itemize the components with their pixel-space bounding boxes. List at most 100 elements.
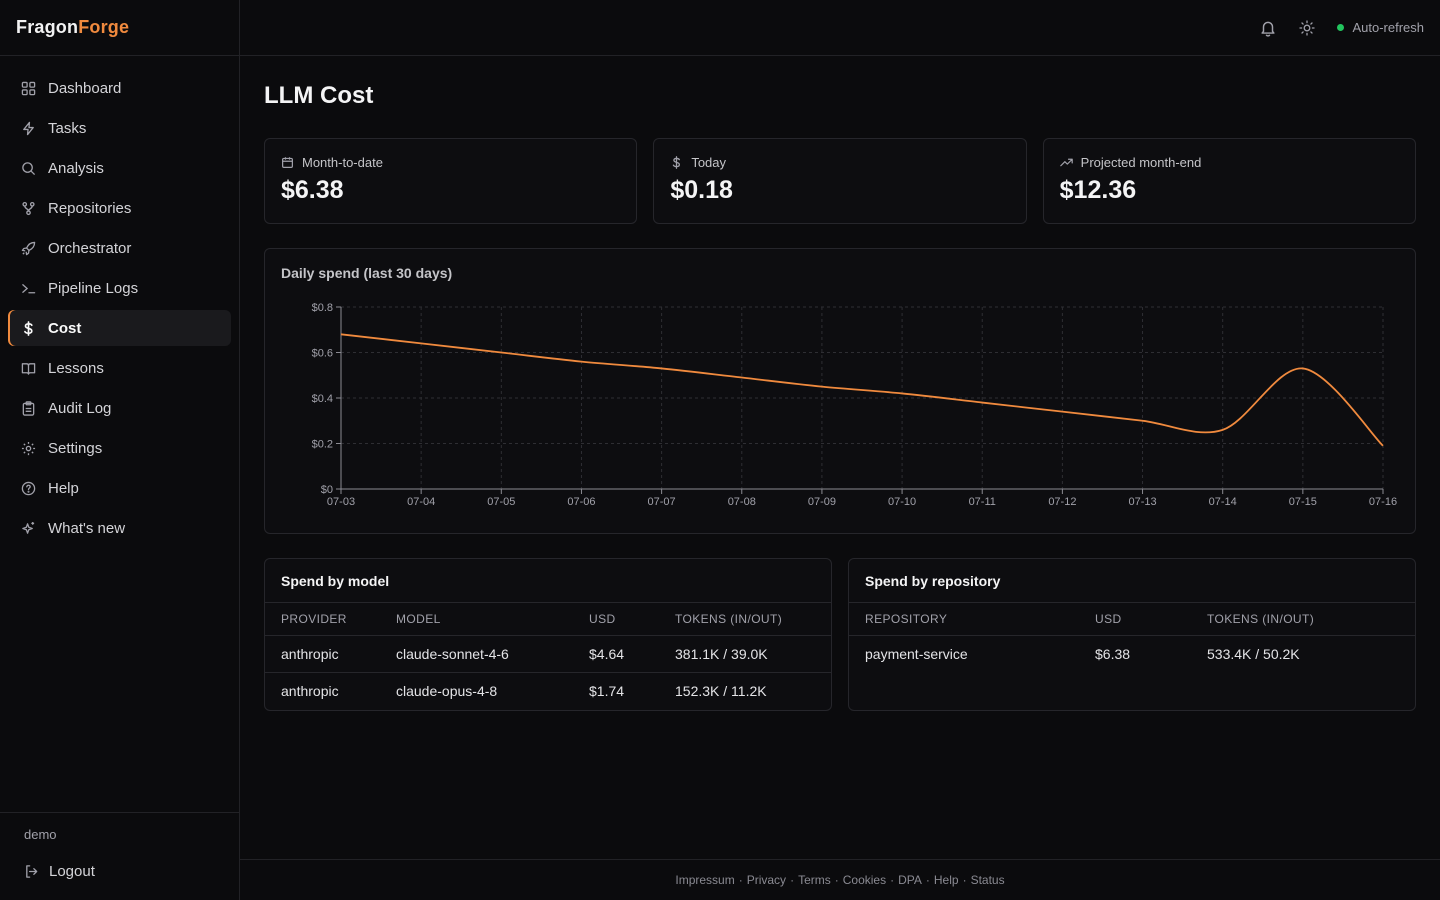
sidebar-item-audit-log[interactable]: Audit Log <box>8 390 231 426</box>
footer-link-privacy[interactable]: Privacy <box>746 873 787 887</box>
help-circle-icon <box>20 480 36 496</box>
card-title: Spend by repository <box>849 559 1415 603</box>
sidebar-nav: Dashboard Tasks Analysis Repositories Or… <box>0 56 239 812</box>
brand-name-part1: Fragon <box>16 17 79 37</box>
x-tick-label: 07-08 <box>728 496 756 508</box>
dollar-icon <box>20 320 36 336</box>
sidebar-item-orchestrator[interactable]: Orchestrator <box>8 230 231 266</box>
sidebar-item-help[interactable]: Help <box>8 470 231 506</box>
stat-value: $6.38 <box>281 176 344 204</box>
git-branch-icon <box>20 200 36 216</box>
sidebar-item-label: Pipeline Logs <box>48 279 139 297</box>
auto-refresh-toggle[interactable]: Auto-refresh <box>1337 20 1424 35</box>
table-cell: claude-sonnet-4-6 <box>396 635 589 673</box>
y-tick-label: $0 <box>321 484 333 496</box>
sidebar-item-analysis[interactable]: Analysis <box>8 150 231 186</box>
x-tick-label: 07-10 <box>888 496 916 508</box>
column-header: USD <box>589 603 675 636</box>
table-row: payment-service $6.38 533.4K / 50.2K <box>849 635 1415 672</box>
sidebar: Fragon Forge Dashboard Tasks Analysis Rep… <box>0 0 240 900</box>
footer-link-status[interactable]: Status <box>970 873 1005 887</box>
y-tick-label: $0.4 <box>312 393 333 405</box>
search-icon <box>20 160 36 176</box>
sidebar-item-label: Help <box>48 479 79 497</box>
sidebar-item-whats-new[interactable]: What's new <box>8 510 231 546</box>
table-cell: 381.1K / 39.0K <box>675 635 831 673</box>
footer-link-help[interactable]: Help <box>933 873 959 887</box>
trending-up-icon <box>1059 156 1073 169</box>
dollar-icon <box>670 156 683 169</box>
x-tick-label: 07-14 <box>1209 496 1237 508</box>
sidebar-item-repositories[interactable]: Repositories <box>8 190 231 226</box>
table-cell: 533.4K / 50.2K <box>1207 645 1300 662</box>
clipboard-icon <box>20 400 36 416</box>
sidebar-item-label: What's new <box>48 519 126 537</box>
stat-value: $12.36 <box>1059 176 1137 204</box>
spend-by-repository-table: REPOSITORY USD TOKENS (IN/OUT) payment-s… <box>849 603 1415 672</box>
spend-by-repository-card: Spend by repository REPOSITORY USD TOKEN… <box>848 558 1416 711</box>
sidebar-item-settings[interactable]: Settings <box>8 430 231 466</box>
footer-separator: · <box>962 873 967 887</box>
footer-link-cookies[interactable]: Cookies <box>842 873 887 887</box>
sidebar-item-label: Orchestrator <box>48 239 132 257</box>
table-cell: payment-service <box>865 645 968 662</box>
stat-label: Projected month-end <box>1080 155 1202 170</box>
x-tick-label: 07-12 <box>1048 496 1076 508</box>
column-header: USD <box>1095 603 1207 636</box>
logout-label: Logout <box>49 862 95 880</box>
sidebar-item-tasks[interactable]: Tasks <box>8 110 231 146</box>
sidebar-item-dashboard[interactable]: Dashboard <box>8 70 231 106</box>
stat-label-row: Month-to-date <box>281 155 620 170</box>
sidebar-item-label: Cost <box>48 319 82 337</box>
chart-title: Daily spend (last 30 days) <box>281 265 453 281</box>
logout-button[interactable]: Logout <box>8 856 231 886</box>
footer-link-terms[interactable]: Terms <box>798 873 831 887</box>
sidebar-item-label: Lessons <box>48 359 104 377</box>
status-dot <box>1337 24 1345 31</box>
x-tick-label: 07-15 <box>1289 496 1317 508</box>
footer-separator: · <box>890 873 895 887</box>
calendar-icon <box>281 156 294 169</box>
x-tick-label: 07-13 <box>1128 496 1156 508</box>
sidebar-item-label: Analysis <box>48 159 104 177</box>
footer-link-impressum[interactable]: Impressum <box>675 873 735 887</box>
x-tick-label: 07-06 <box>567 496 595 508</box>
footer-separator: · <box>834 873 839 887</box>
spend-by-model-table: PROVIDER MODEL USD TOKENS (IN/OUT) anthr… <box>265 603 831 709</box>
x-tick-label: 07-03 <box>327 496 355 508</box>
topbar: Auto-refresh <box>240 0 1440 56</box>
sidebar-footer: demo Logout <box>0 812 239 900</box>
theme-toggle-sun-icon[interactable] <box>1299 19 1316 36</box>
spend-tables: Spend by model PROVIDER MODEL USD TOKENS… <box>264 558 1416 711</box>
current-user: demo <box>24 827 57 842</box>
bell-icon[interactable] <box>1259 19 1277 37</box>
stat-label-row: Today <box>670 155 1009 170</box>
sidebar-item-pipeline-logs[interactable]: Pipeline Logs <box>8 270 231 306</box>
sparkles-icon <box>20 520 36 536</box>
column-header: MODEL <box>396 603 589 636</box>
footer-separator: · <box>925 873 930 887</box>
sidebar-item-label: Dashboard <box>48 79 122 97</box>
x-tick-label: 07-16 <box>1369 496 1397 508</box>
table-header-row: REPOSITORY USD TOKENS (IN/OUT) <box>849 603 1415 636</box>
brand-name-part2: Forge <box>78 17 130 37</box>
page-footer: Impressum · Privacy · Terms · Cookies · DPA ·… <box>240 859 1440 900</box>
terminal-icon <box>20 280 36 296</box>
table-cell: anthropic <box>265 635 396 673</box>
series-line <box>340 333 1384 447</box>
footer-link-dpa[interactable]: DPA <box>898 873 922 887</box>
stat-month-to-date: Month-to-date $6.38 <box>264 138 638 224</box>
column-header: TOKENS (IN/OUT) <box>675 603 831 636</box>
main-area: Auto-refresh LLM Cost Month-to-date $6.3… <box>240 0 1440 900</box>
table-cell: claude-opus-4-8 <box>396 682 498 699</box>
sidebar-item-cost[interactable]: Cost <box>8 310 231 346</box>
x-tick-label: 07-05 <box>487 496 515 508</box>
stat-label-row: Projected month-end <box>1059 155 1399 170</box>
y-tick-label: $0.2 <box>312 439 333 451</box>
stats-row: Month-to-date $6.38 Today $0.18 Projecte… <box>264 138 1416 224</box>
spend-by-model-card: Spend by model PROVIDER MODEL USD TOKENS… <box>264 558 832 711</box>
sidebar-item-lessons[interactable]: Lessons <box>8 350 231 386</box>
brand-logo[interactable]: Fragon Forge <box>0 0 239 56</box>
daily-spend-chart[interactable]: $0 $0.2 $0.4 $0.6 $0.8 07-03 07-04 07-05 07-06 07… <box>281 287 1399 517</box>
